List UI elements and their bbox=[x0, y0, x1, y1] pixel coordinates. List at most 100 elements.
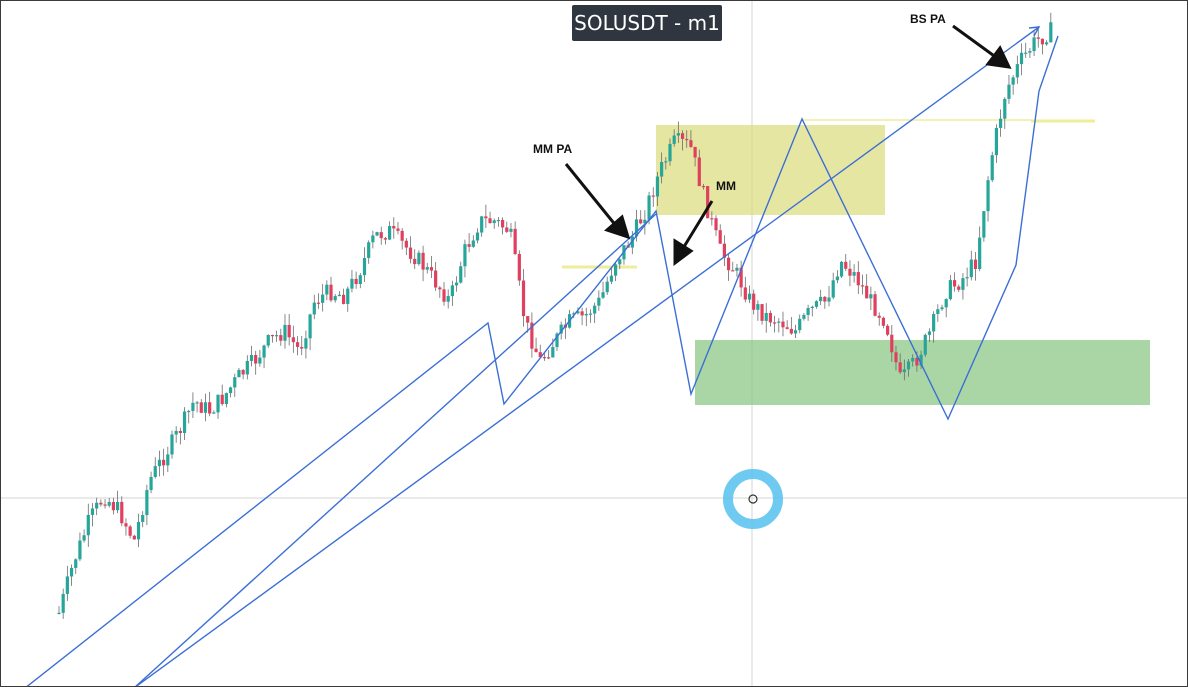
candle-up[interactable] bbox=[262, 345, 266, 358]
candle-down[interactable] bbox=[1040, 38, 1045, 45]
candle-up[interactable] bbox=[994, 127, 999, 156]
candle-up[interactable] bbox=[145, 490, 149, 516]
candle-up[interactable] bbox=[283, 324, 287, 341]
candle-up[interactable] bbox=[157, 459, 162, 467]
candle-down[interactable] bbox=[915, 357, 919, 366]
candle-up[interactable] bbox=[777, 321, 781, 323]
candle-up[interactable] bbox=[367, 242, 371, 258]
candle-up[interactable] bbox=[969, 259, 973, 278]
candle-down[interactable] bbox=[701, 186, 706, 188]
candle-down[interactable] bbox=[685, 138, 689, 141]
candle-down[interactable] bbox=[957, 286, 961, 290]
candle-up[interactable] bbox=[613, 264, 618, 276]
candle-down[interactable] bbox=[300, 346, 304, 349]
candle-up[interactable] bbox=[107, 501, 111, 506]
candle-down[interactable] bbox=[714, 218, 718, 231]
candle-down[interactable] bbox=[488, 218, 492, 224]
candle-down[interactable] bbox=[823, 296, 827, 302]
candle-down[interactable] bbox=[99, 502, 103, 505]
candle-up[interactable] bbox=[245, 360, 249, 375]
candle-up[interactable] bbox=[643, 219, 647, 224]
candle-down[interactable] bbox=[848, 268, 852, 276]
candle-down[interactable] bbox=[316, 302, 321, 304]
candle-up[interactable] bbox=[978, 237, 982, 269]
candle-up[interactable] bbox=[325, 284, 329, 295]
candle-up[interactable] bbox=[1049, 22, 1053, 43]
candle-up[interactable] bbox=[417, 252, 421, 265]
candle-down[interactable] bbox=[693, 146, 697, 158]
candle-down[interactable] bbox=[111, 501, 116, 511]
candle-up[interactable] bbox=[362, 257, 367, 276]
candle-up[interactable] bbox=[509, 228, 513, 232]
candle-up[interactable] bbox=[216, 394, 220, 413]
candle-up[interactable] bbox=[275, 335, 279, 337]
candle-up[interactable] bbox=[153, 466, 157, 477]
candle-down[interactable] bbox=[329, 284, 333, 301]
candle-up[interactable] bbox=[170, 434, 174, 455]
candle-down[interactable] bbox=[526, 316, 530, 323]
candle-up[interactable] bbox=[425, 267, 429, 270]
candle-down[interactable] bbox=[132, 535, 136, 540]
candle-up[interactable] bbox=[1019, 52, 1024, 65]
candle-up[interactable] bbox=[82, 535, 86, 541]
candle-down[interactable] bbox=[208, 402, 212, 414]
candle-up[interactable] bbox=[141, 515, 145, 522]
candle-up[interactable] bbox=[965, 277, 969, 279]
candle-up[interactable] bbox=[1003, 98, 1007, 119]
candle-up[interactable] bbox=[312, 302, 316, 315]
candle-down[interactable] bbox=[890, 334, 894, 353]
candle-up[interactable] bbox=[475, 232, 480, 241]
candle-up[interactable] bbox=[333, 296, 337, 301]
candle-up[interactable] bbox=[258, 357, 262, 364]
candle-up[interactable] bbox=[647, 195, 651, 220]
candle-up[interactable] bbox=[337, 294, 341, 297]
candle-up[interactable] bbox=[74, 559, 78, 568]
candle-down[interactable] bbox=[726, 257, 731, 271]
candle-down[interactable] bbox=[392, 226, 396, 229]
candle-up[interactable] bbox=[346, 288, 350, 304]
candle-up[interactable] bbox=[819, 296, 823, 302]
candle-down[interactable] bbox=[287, 324, 291, 338]
candle-up[interactable] bbox=[559, 324, 563, 334]
candle-down[interactable] bbox=[651, 195, 655, 197]
candle-up[interactable] bbox=[948, 280, 952, 300]
candle-down[interactable] bbox=[547, 357, 551, 359]
candle-up[interactable] bbox=[810, 306, 814, 309]
candle-down[interactable] bbox=[379, 232, 383, 239]
candle-down[interactable] bbox=[768, 312, 773, 323]
candle-up[interactable] bbox=[471, 240, 475, 247]
candle-up[interactable] bbox=[149, 476, 153, 491]
candle-up[interactable] bbox=[358, 275, 362, 285]
candle-up[interactable] bbox=[814, 301, 819, 307]
candle-up[interactable] bbox=[65, 576, 69, 594]
candle-down[interactable] bbox=[517, 253, 521, 281]
candle-up[interactable] bbox=[187, 410, 191, 413]
candle-up[interactable] bbox=[174, 430, 178, 435]
candle-up[interactable] bbox=[61, 593, 65, 613]
candle-up[interactable] bbox=[308, 314, 312, 339]
candle-down[interactable] bbox=[898, 362, 902, 373]
candle-up[interactable] bbox=[450, 285, 454, 297]
candle-down[interactable] bbox=[220, 394, 224, 405]
candle-up[interactable] bbox=[588, 313, 593, 315]
candle-up[interactable] bbox=[496, 219, 501, 222]
candle-down[interactable] bbox=[881, 317, 886, 326]
candle-down[interactable] bbox=[413, 258, 417, 265]
candle-down[interactable] bbox=[404, 240, 408, 248]
candle-down[interactable] bbox=[785, 327, 789, 329]
candle-up[interactable] bbox=[1032, 37, 1036, 52]
candle-down[interactable] bbox=[254, 355, 258, 364]
candle-up[interactable] bbox=[835, 276, 839, 281]
candle-up[interactable] bbox=[459, 266, 463, 283]
candle-up[interactable] bbox=[182, 411, 187, 433]
candle-up[interactable] bbox=[224, 393, 228, 405]
candle-up[interactable] bbox=[802, 314, 806, 319]
candle-up[interactable] bbox=[584, 313, 588, 316]
candle-down[interactable] bbox=[421, 252, 425, 270]
candle-down[interactable] bbox=[542, 357, 547, 359]
candle-up[interactable] bbox=[492, 220, 496, 224]
candle-up[interactable] bbox=[136, 521, 141, 540]
candle-down[interactable] bbox=[860, 285, 865, 287]
candle-down[interactable] bbox=[760, 304, 764, 321]
